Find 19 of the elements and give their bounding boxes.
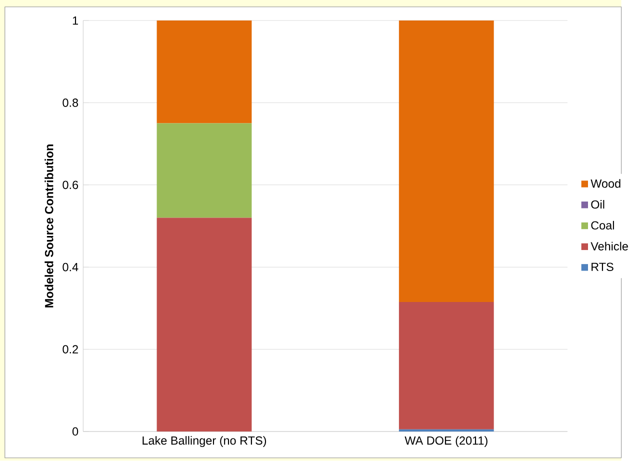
legend-label: Vehicle bbox=[590, 242, 628, 251]
bar bbox=[398, 302, 494, 430]
y-axis-title: Modeled Source Contribution bbox=[44, 144, 54, 308]
bar bbox=[156, 218, 252, 432]
bar bbox=[156, 123, 252, 218]
legend-label: Wood bbox=[590, 179, 620, 188]
legend-label: Oil bbox=[591, 200, 604, 209]
y-tick-label: 0.8 bbox=[62, 98, 78, 107]
x-tick-label: WA DOE (2011) bbox=[404, 436, 488, 448]
legend-label: Coal bbox=[591, 221, 614, 230]
x-tick-label: Lake Ballinger (no RTS) bbox=[142, 436, 266, 448]
legend-label: RTS bbox=[592, 262, 614, 272]
y-tick-label: 0 bbox=[72, 427, 78, 436]
bar bbox=[156, 20, 252, 124]
y-tick-label: 0.6 bbox=[62, 180, 78, 190]
bar bbox=[398, 20, 494, 302]
y-tick-label: 0.4 bbox=[62, 263, 78, 272]
y-tick-label: 0.2 bbox=[62, 345, 78, 354]
y-tick-label: 1 bbox=[72, 16, 78, 25]
